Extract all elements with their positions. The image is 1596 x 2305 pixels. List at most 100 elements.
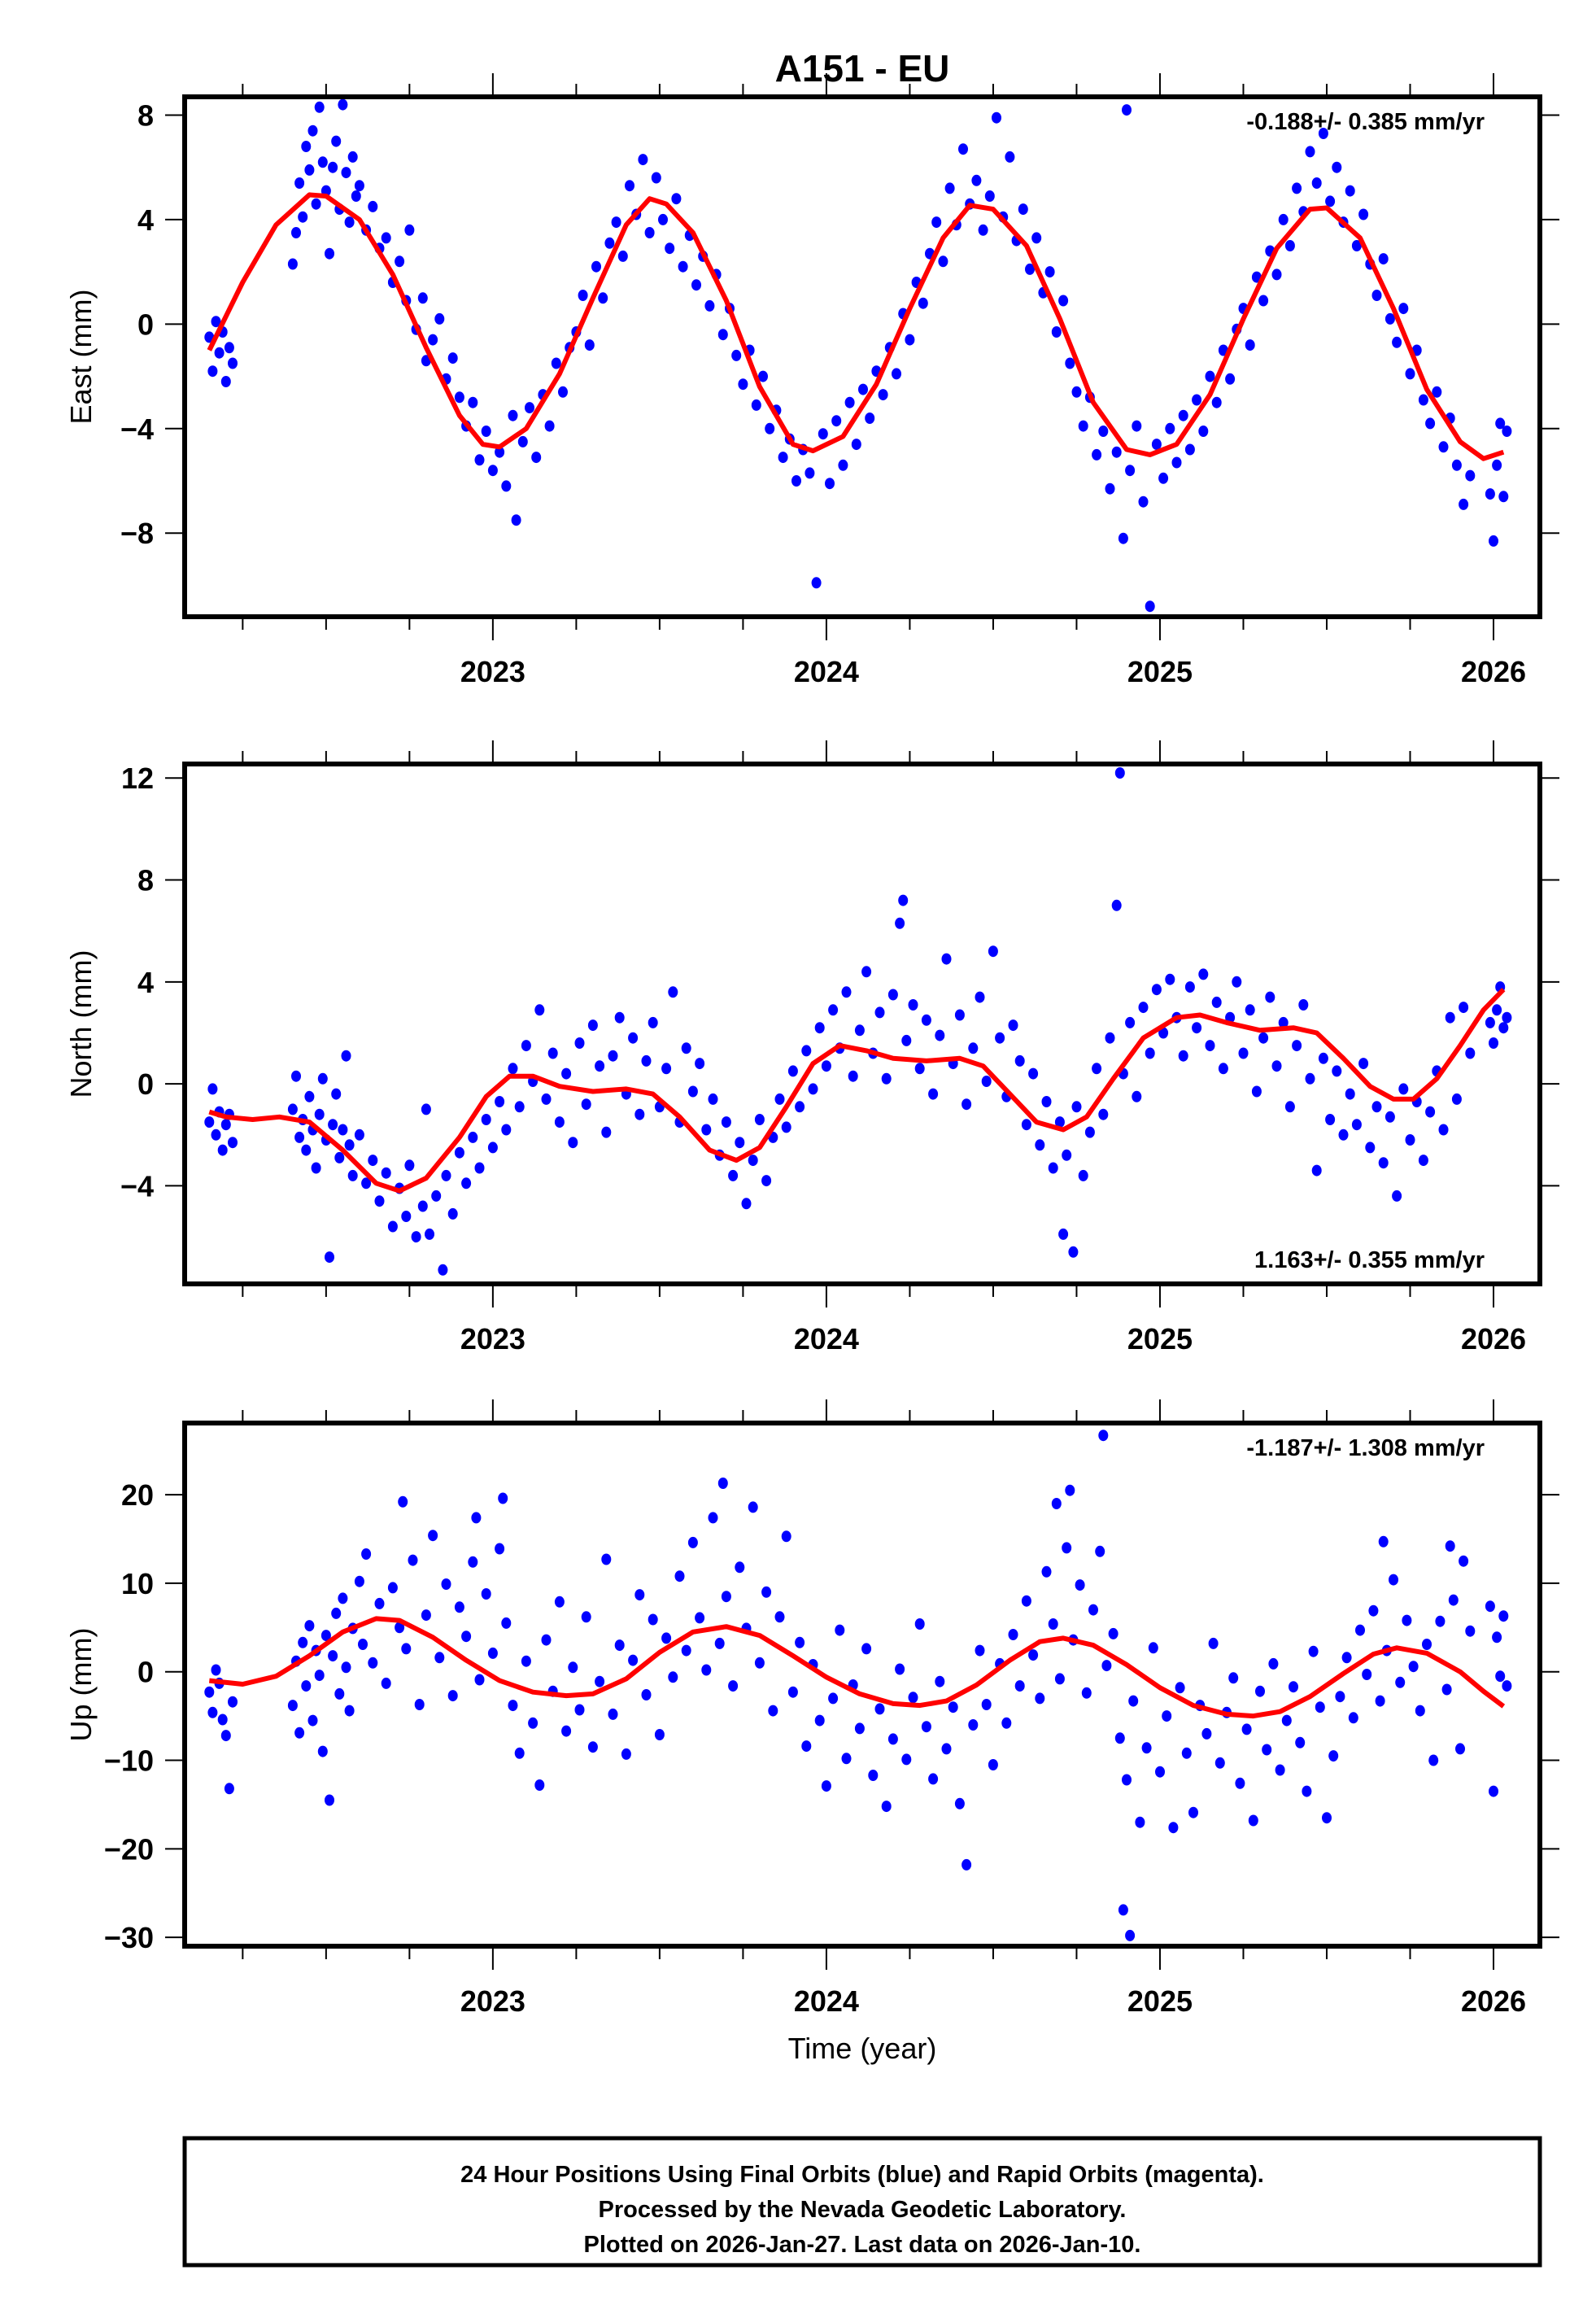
up-data-point bbox=[321, 1630, 331, 1642]
up-data-point bbox=[1362, 1669, 1372, 1680]
north-data-point bbox=[1459, 1002, 1469, 1014]
east-data-point bbox=[531, 452, 542, 464]
north-data-point bbox=[1332, 1065, 1342, 1077]
north-data-point bbox=[521, 1040, 531, 1052]
up-data-point bbox=[1028, 1649, 1039, 1661]
north-data-point bbox=[641, 1054, 652, 1067]
up-y-tick-label: 20 bbox=[121, 1478, 154, 1512]
north-data-point bbox=[1258, 1032, 1269, 1044]
up-data-point bbox=[1155, 1766, 1165, 1778]
up-data-point bbox=[948, 1701, 958, 1713]
east-data-point bbox=[818, 428, 828, 440]
north-data-point bbox=[1092, 1063, 1102, 1075]
up-data-point bbox=[207, 1706, 218, 1718]
east-data-point bbox=[625, 180, 634, 192]
footer-line-plotted: Plotted on 2026-Jan-27. Last data on 202… bbox=[584, 2232, 1141, 2258]
up-data-point bbox=[1095, 1545, 1105, 1557]
east-data-point bbox=[525, 402, 534, 414]
up-data-point bbox=[361, 1548, 372, 1560]
north-data-point bbox=[331, 1088, 342, 1100]
north-data-point bbox=[311, 1162, 321, 1174]
north-data-point bbox=[1062, 1149, 1072, 1161]
up-data-point bbox=[1355, 1624, 1365, 1636]
up-data-point bbox=[514, 1747, 525, 1759]
east-data-point bbox=[1358, 208, 1369, 220]
up-data-point bbox=[441, 1578, 451, 1590]
east-data-point bbox=[617, 250, 628, 262]
up-data-point bbox=[287, 1700, 298, 1712]
east-data-point bbox=[454, 391, 464, 404]
up-data-point bbox=[1118, 1904, 1128, 1916]
up-data-point bbox=[338, 1592, 348, 1604]
north-data-point bbox=[1184, 981, 1195, 993]
north-data-point bbox=[608, 1050, 618, 1062]
north-data-point bbox=[887, 989, 898, 1001]
north-data-point bbox=[1211, 996, 1222, 1008]
up-data-point bbox=[508, 1700, 518, 1712]
up-data-point bbox=[387, 1582, 398, 1594]
east-data-point bbox=[1145, 600, 1155, 613]
north-data-point bbox=[681, 1042, 691, 1054]
up-data-point bbox=[1348, 1712, 1358, 1724]
up-data-point bbox=[1428, 1754, 1439, 1766]
up-data-point bbox=[1201, 1727, 1212, 1740]
up-data-point bbox=[1214, 1757, 1225, 1769]
up-data-point bbox=[1148, 1642, 1158, 1654]
up-data-point bbox=[895, 1663, 905, 1675]
east-data-point bbox=[417, 292, 428, 304]
east-data-point bbox=[224, 342, 234, 354]
up-data-point bbox=[861, 1643, 872, 1655]
up-data-point bbox=[921, 1721, 931, 1733]
north-data-point bbox=[404, 1159, 415, 1172]
north-data-point bbox=[220, 1119, 231, 1131]
north-data-point bbox=[841, 986, 852, 998]
north-data-point bbox=[981, 1076, 992, 1087]
north-data-point bbox=[1054, 1116, 1065, 1128]
up-data-point bbox=[1162, 1710, 1172, 1722]
up-data-point bbox=[1175, 1682, 1185, 1694]
up-data-point bbox=[401, 1643, 412, 1655]
up-data-point bbox=[1088, 1604, 1098, 1616]
north-data-point bbox=[695, 1058, 705, 1070]
east-data-point bbox=[551, 357, 561, 369]
east-data-point bbox=[487, 465, 498, 477]
north-data-point bbox=[508, 1063, 518, 1075]
east-data-point bbox=[578, 290, 588, 301]
north-data-point bbox=[828, 1004, 839, 1016]
east-data-point bbox=[1392, 336, 1402, 348]
north-data-point bbox=[1198, 968, 1209, 980]
north-data-point bbox=[781, 1121, 791, 1133]
up-data-point bbox=[568, 1661, 578, 1674]
up-data-point bbox=[695, 1612, 705, 1624]
up-data-point bbox=[1241, 1723, 1252, 1735]
up-data-point bbox=[1125, 1929, 1136, 1941]
up-x-tick-label: 2026 bbox=[1461, 1984, 1526, 2018]
up-data-point bbox=[1065, 1484, 1075, 1496]
up-data-point bbox=[325, 1794, 334, 1806]
north-y-tick-label: 0 bbox=[137, 1067, 154, 1101]
east-data-point bbox=[304, 164, 315, 176]
north-data-point bbox=[795, 1101, 805, 1113]
north-panel: 2023 2024 2025 2026 12 8 4 0 −4 North (mm) 1.163+/… bbox=[64, 740, 1559, 1355]
north-data-point bbox=[895, 917, 905, 929]
north-data-point bbox=[787, 1065, 798, 1077]
up-data-point bbox=[801, 1740, 812, 1753]
up-data-point bbox=[1051, 1498, 1062, 1509]
east-data-point bbox=[591, 260, 601, 273]
north-data-point bbox=[668, 986, 678, 998]
up-data-point bbox=[341, 1661, 351, 1674]
up-data-point bbox=[754, 1657, 765, 1669]
east-data-point bbox=[958, 143, 968, 155]
north-data-point bbox=[1145, 1047, 1155, 1059]
up-data-point bbox=[1021, 1595, 1031, 1607]
east-data-point bbox=[328, 161, 338, 173]
up-data-point bbox=[841, 1753, 852, 1765]
north-data-point bbox=[881, 1072, 892, 1085]
east-data-point bbox=[434, 312, 445, 325]
up-data-point bbox=[821, 1780, 831, 1792]
north-data-point bbox=[1271, 1060, 1282, 1072]
up-data-point bbox=[1235, 1777, 1245, 1789]
north-data-point bbox=[387, 1220, 398, 1233]
north-data-point bbox=[628, 1032, 639, 1044]
